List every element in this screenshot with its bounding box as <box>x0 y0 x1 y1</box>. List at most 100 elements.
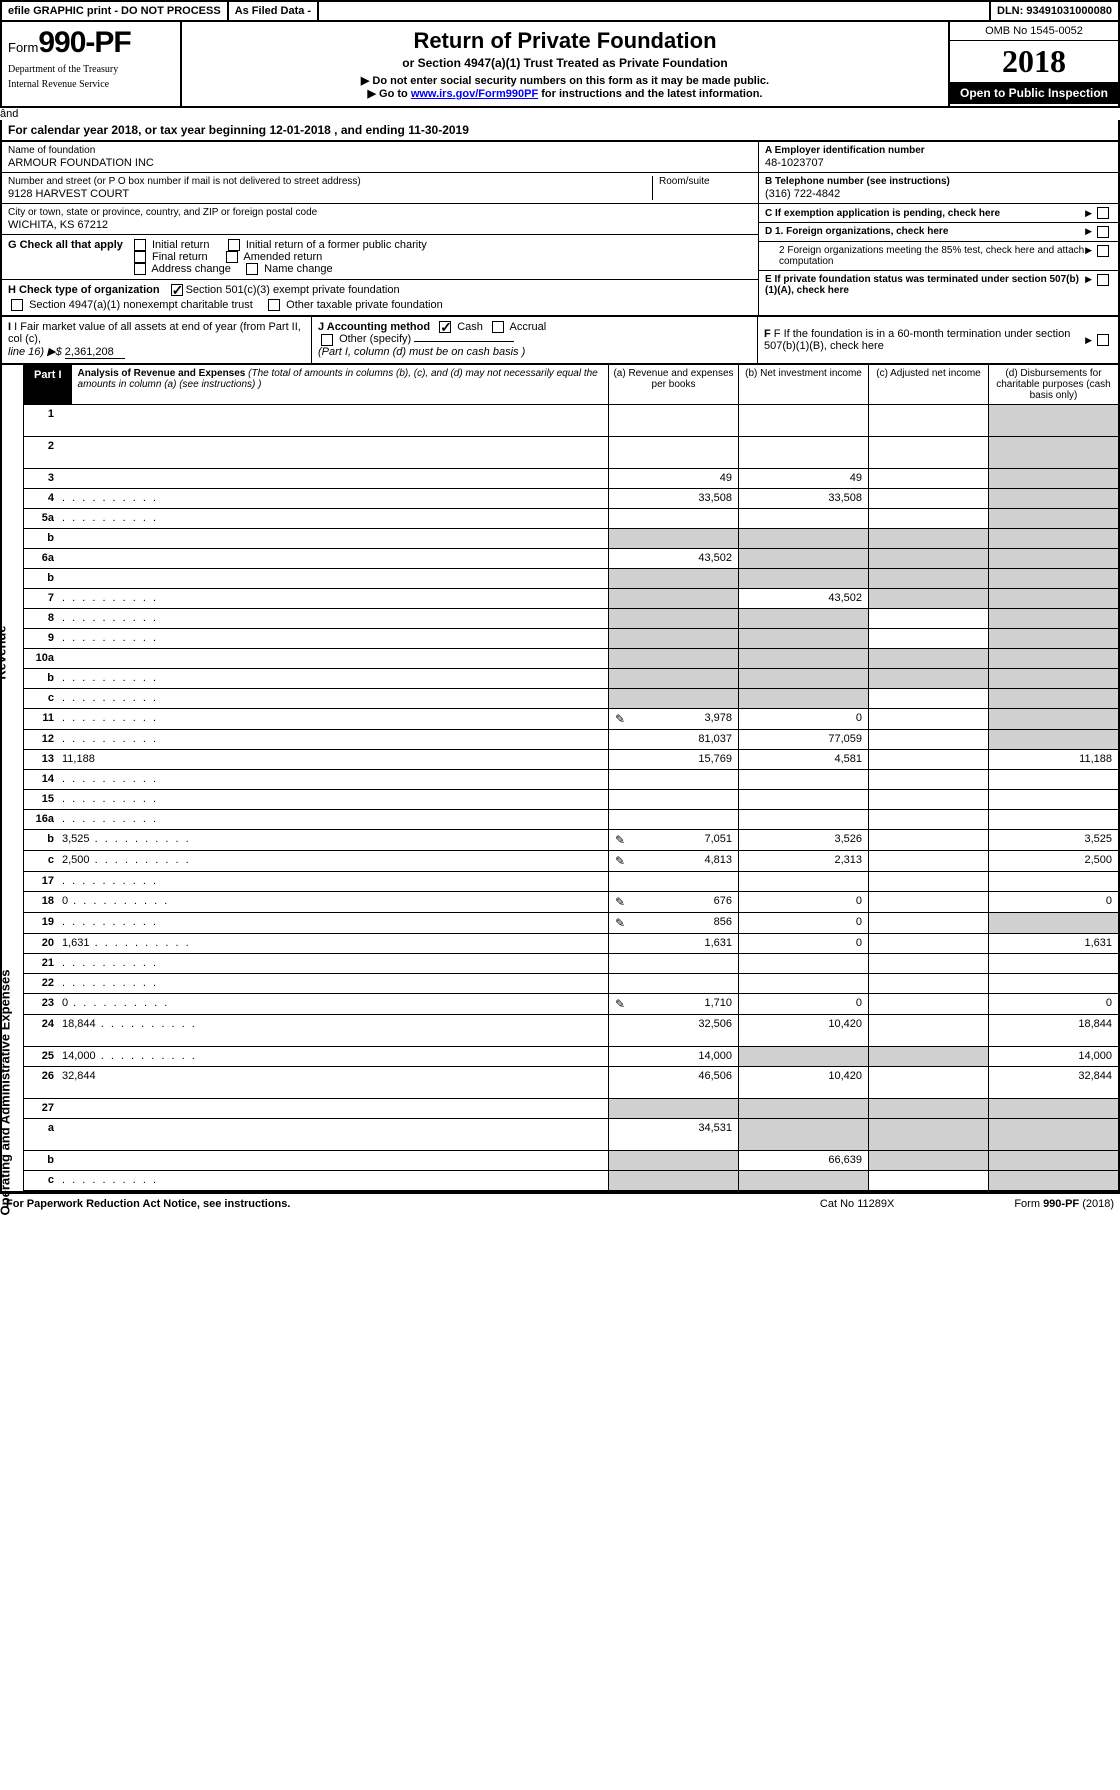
row-description <box>58 509 608 528</box>
cell-d <box>988 489 1118 508</box>
cell-b: 3,526 <box>738 830 868 850</box>
calyear-mid: , and ending <box>331 123 408 137</box>
cell-a <box>608 872 738 891</box>
omb-number: OMB No 1545-0052 <box>950 22 1118 41</box>
row-number: 9 <box>24 629 58 648</box>
initial-return-checkbox[interactable] <box>134 239 146 251</box>
row-number: 1 <box>24 405 58 436</box>
row-description <box>58 1099 608 1118</box>
schedule-icon[interactable] <box>615 997 625 1011</box>
table-row: 27 <box>24 1099 1118 1119</box>
cell-b: 0 <box>738 913 868 933</box>
cell-d <box>988 469 1118 488</box>
part1-badge: Part I <box>24 365 72 404</box>
cell-b: 10,420 <box>738 1067 868 1098</box>
j-accrual: Accrual <box>510 321 547 333</box>
row-description <box>58 974 608 993</box>
cell-c <box>868 934 988 953</box>
cell-c <box>868 830 988 850</box>
cell-b: 0 <box>738 994 868 1014</box>
schedule-icon[interactable] <box>615 916 625 930</box>
tax-year: 2018 <box>950 41 1118 82</box>
cell-c <box>868 405 988 436</box>
j-cash: Cash <box>457 321 483 333</box>
g-opt2: Initial return of a former public charit… <box>246 239 427 251</box>
foundation-name-row: Name of foundation ARMOUR FOUNDATION INC <box>2 142 758 173</box>
row-description: 14,000 <box>58 1047 608 1066</box>
cell-d <box>988 954 1118 973</box>
h-opt3: Other taxable private foundation <box>286 299 443 311</box>
4947-checkbox[interactable] <box>11 299 23 311</box>
cash-checkbox[interactable] <box>439 321 451 333</box>
form-subtitle: or Section 4947(a)(1) Trust Treated as P… <box>192 56 938 70</box>
c-row: C If exemption application is pending, c… <box>759 204 1118 223</box>
accrual-checkbox[interactable] <box>492 321 504 333</box>
calyear-pre: For calendar year 2018, or tax year begi… <box>8 123 269 137</box>
cell-b: 66,639 <box>738 1151 868 1170</box>
cell-b <box>738 529 868 548</box>
form-title: Return of Private Foundation <box>192 28 938 54</box>
cell-d <box>988 1151 1118 1170</box>
fmv-value: 2,361,208 <box>65 346 125 359</box>
501c3-checkbox[interactable] <box>171 284 183 296</box>
table-row: c <box>24 1171 1118 1191</box>
i-label: I Fair market value of all assets at end… <box>8 321 301 345</box>
g-opt5: Address change <box>151 263 231 275</box>
schedule-icon[interactable] <box>615 712 625 726</box>
cell-a: 43,502 <box>608 549 738 568</box>
other-method-checkbox[interactable] <box>321 334 333 346</box>
schedule-icon[interactable] <box>615 854 625 868</box>
row-description <box>58 872 608 891</box>
name-change-checkbox[interactable] <box>246 263 258 275</box>
table-row: a34,531 <box>24 1119 1118 1151</box>
cell-a: 7,051 <box>608 830 738 850</box>
other-taxable-checkbox[interactable] <box>268 299 280 311</box>
cell-a: 14,000 <box>608 1047 738 1066</box>
cell-d <box>988 529 1118 548</box>
ijf-row: I I Fair market value of all assets at e… <box>0 317 1120 365</box>
table-row: 15 <box>24 790 1118 810</box>
schedule-icon[interactable] <box>615 895 625 909</box>
60month-checkbox[interactable] <box>1097 334 1109 346</box>
d2-row: 2 Foreign organizations meeting the 85% … <box>759 242 1118 271</box>
row-description <box>58 609 608 628</box>
foreign-org-checkbox[interactable] <box>1097 226 1109 238</box>
instr2-post: for instructions and the latest informat… <box>538 88 762 100</box>
address-change-checkbox[interactable] <box>134 263 146 275</box>
cell-c <box>868 994 988 1014</box>
schedule-icon[interactable] <box>615 833 625 847</box>
cell-c <box>868 1067 988 1098</box>
terminated-checkbox[interactable] <box>1097 274 1109 286</box>
irs-link[interactable]: www.irs.gov/Form990PF <box>411 88 538 100</box>
final-return-checkbox[interactable] <box>134 251 146 263</box>
table-row: 22 <box>24 974 1118 994</box>
table-row: 113,9780 <box>24 709 1118 730</box>
row-description <box>58 790 608 809</box>
part1-title: Analysis of Revenue and Expenses <box>78 368 246 379</box>
row-number: 11 <box>24 709 58 729</box>
cell-a <box>608 569 738 588</box>
table-body: Part I Analysis of Revenue and Expenses … <box>24 365 1118 1191</box>
row-description <box>58 1119 608 1150</box>
row-number: 5a <box>24 509 58 528</box>
cell-d: 2,500 <box>988 851 1118 871</box>
cell-d: 1,631 <box>988 934 1118 953</box>
85pct-checkbox[interactable] <box>1097 245 1109 257</box>
cell-d: 0 <box>988 994 1118 1014</box>
initial-former-checkbox[interactable] <box>228 239 240 251</box>
row-number: 4 <box>24 489 58 508</box>
cell-d <box>988 689 1118 708</box>
cell-c <box>868 1099 988 1118</box>
amended-return-checkbox[interactable] <box>226 251 238 263</box>
row-number: b <box>24 529 58 548</box>
footer: For Paperwork Reduction Act Notice, see … <box>0 1193 1120 1214</box>
e-label: E If private foundation status was termi… <box>765 274 1085 296</box>
exemption-pending-checkbox[interactable] <box>1097 207 1109 219</box>
row-number: b <box>24 1151 58 1170</box>
phone-value: (316) 722-4842 <box>765 188 1112 200</box>
row-description: 0 <box>58 892 608 912</box>
cell-a: 1,631 <box>608 934 738 953</box>
e-row: E If private foundation status was termi… <box>759 271 1118 299</box>
row-number: 3 <box>24 469 58 488</box>
cell-b: 0 <box>738 892 868 912</box>
